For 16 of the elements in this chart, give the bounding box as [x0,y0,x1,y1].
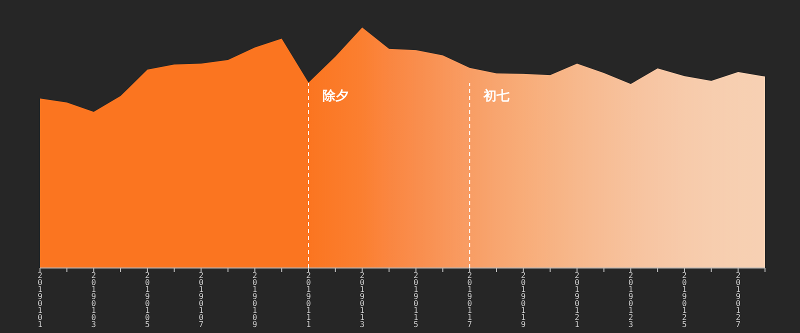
x-tick-label: 20190121 [574,271,580,329]
ref-line-label: 初七 [482,88,510,104]
x-tick-label: 20190105 [144,271,150,329]
x-tick-label: 20190107 [198,271,204,329]
x-tick-label: 20190101 [38,271,43,329]
x-tick-label: 20190123 [628,271,634,329]
x-tick-label: 20190117 [467,271,472,329]
x-tick-label: 20190113 [360,271,365,329]
x-tick-label: 20190109 [252,271,258,329]
x-tick-label: 20190127 [736,271,741,329]
x-tick-label: 20190111 [306,271,312,329]
ref-line-label: 除夕 [322,89,349,104]
x-tick-label: 20190119 [520,271,526,329]
x-tick-label: 20190125 [682,271,688,329]
x-tick-label: 20190103 [91,271,96,329]
x-tick-label: 20190115 [414,271,419,329]
